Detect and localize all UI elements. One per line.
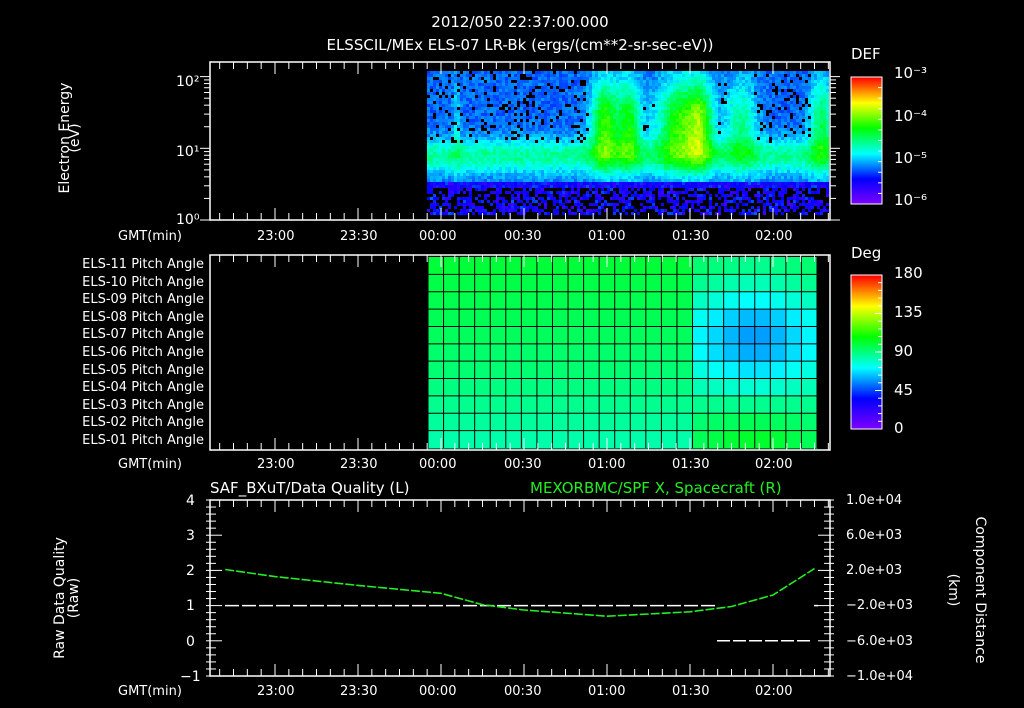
energy-ytick-1: 10⁰	[176, 212, 200, 228]
quality-ylabel-left-unit: (Raw)	[66, 577, 82, 619]
quality-xtick-0030: 00:30	[504, 684, 542, 699]
pitch-xtick-2330: 23:30	[340, 457, 378, 472]
deg-colorbar-tick-0: 0	[894, 419, 904, 437]
quality-xtick-2330: 23:30	[340, 684, 378, 699]
energy-xlabel: GMT(min)	[118, 229, 182, 244]
quality-ytick-right-6e3: 6.0e+03	[846, 528, 903, 543]
pitch-xtick-2300: 23:00	[257, 457, 295, 472]
deg-colorbar-tick-45: 45	[894, 381, 914, 399]
energy-xtick-2330: 23:30	[340, 229, 378, 244]
pitch-row-label: ELS-02 Pitch Angle	[82, 415, 204, 431]
pitch-row-label: ELS-07 Pitch Angle	[82, 327, 204, 343]
quality-ytick-3: 3	[186, 528, 195, 544]
pitch-row-label: ELS-09 Pitch Angle	[82, 292, 204, 308]
pitch-row-label: ELS-06 Pitch Angle	[82, 345, 204, 360]
def-colorbar-tick-1e-4: 10⁻⁴	[894, 107, 928, 125]
pitch-row-label: ELS-08 Pitch Angle	[82, 309, 204, 325]
quality-xtick-0130: 01:30	[672, 684, 710, 699]
plot-timestamp: 2012/050 22:37:00.000	[431, 13, 609, 31]
quality-title-right: MEXORBMC/SPF X, Spacecraft (R)	[530, 479, 782, 497]
pitch-xtick-0030: 00:30	[504, 457, 542, 472]
energy-xtick-0130: 01:30	[672, 229, 710, 244]
deg-colorbar-tick-180: 180	[894, 264, 923, 282]
quality-xlabel: GMT(min)	[118, 684, 182, 699]
def-colorbar-tick-1e-5: 10⁻⁵	[894, 149, 928, 167]
def-colorbar-title: DEF	[851, 45, 881, 63]
pitch-row-label: ELS-01 Pitch Angle	[82, 433, 204, 448]
quality-ytick-right-neg1e4: −1.0e+04	[846, 669, 913, 684]
quality-ylabel-right: Component Distance	[972, 516, 988, 664]
quality-ytick-neg1: −1	[180, 669, 201, 685]
quality-ytick-right-2e3: 2.0e+03	[846, 563, 903, 578]
quality-xtick-0200: 02:00	[755, 684, 793, 699]
spacecraft-x-line	[225, 567, 815, 618]
pitch-row-label: ELS-11 Pitch Angle	[82, 257, 204, 272]
quality-xtick-0100: 01:00	[588, 684, 626, 699]
def-colorbar-tick-1e-3: 10⁻³	[894, 64, 928, 82]
quality-ytick-2: 2	[186, 563, 195, 579]
quality-title-left: SAF_BXuT/Data Quality (L)	[210, 479, 410, 497]
deg-colorbar-tick-90: 90	[894, 342, 914, 360]
quality-ytick-4: 4	[186, 493, 195, 509]
quality-ytick-right-neg2e3: −2.0e+03	[846, 598, 913, 613]
pitch-angle-grid	[427, 257, 818, 449]
quality-ytick-right-neg6e3: −6.0e+03	[846, 634, 913, 649]
energy-xtick-0100: 01:00	[588, 229, 626, 244]
quality-xtick-2300: 23:00	[257, 684, 295, 699]
energy-xtick-0030: 00:30	[504, 229, 542, 244]
def-colorbar-tick-1e-6: 10⁻⁶	[894, 191, 928, 209]
energy-xtick-0000: 00:00	[419, 229, 457, 244]
pitch-row-label: ELS-05 Pitch Angle	[82, 362, 204, 378]
energy-ytick-10: 10¹	[176, 144, 200, 160]
quality-ytick-1: 1	[186, 598, 195, 614]
deg-colorbar-title: Deg	[851, 244, 882, 262]
pitch-xtick-0100: 01:00	[588, 457, 626, 472]
quality-ytick-right-1e4: 1.0e+04	[846, 493, 903, 508]
energy-xtick-2300: 23:00	[257, 229, 295, 244]
quality-ylabel-right-unit: (km)	[945, 573, 961, 607]
pitch-xlabel: GMT(min)	[118, 457, 182, 472]
quality-ytick-0: 0	[186, 634, 195, 650]
quality-xtick-0000: 00:00	[419, 684, 457, 699]
energy-ytick-100: 10²	[176, 74, 200, 90]
energy-spectrogram	[427, 71, 829, 215]
pitch-row-label: ELS-04 Pitch Angle	[82, 380, 204, 396]
plot-subtitle: ELSSCIL/MEx ELS-07 LR-Bk (ergs/(cm**2-sr…	[326, 36, 714, 54]
pitch-xtick-0200: 02:00	[755, 457, 793, 472]
pitch-xtick-0130: 01:30	[672, 457, 710, 472]
pitch-row-label: ELS-10 Pitch Angle	[82, 274, 204, 290]
pitch-row-label: ELS-03 Pitch Angle	[82, 397, 204, 413]
energy-xtick-0200: 02:00	[755, 229, 793, 244]
pitch-xtick-0000: 00:00	[419, 457, 457, 472]
deg-colorbar-tick-135: 135	[894, 303, 923, 321]
energy-ylabel-unit: (eV)	[67, 123, 83, 153]
